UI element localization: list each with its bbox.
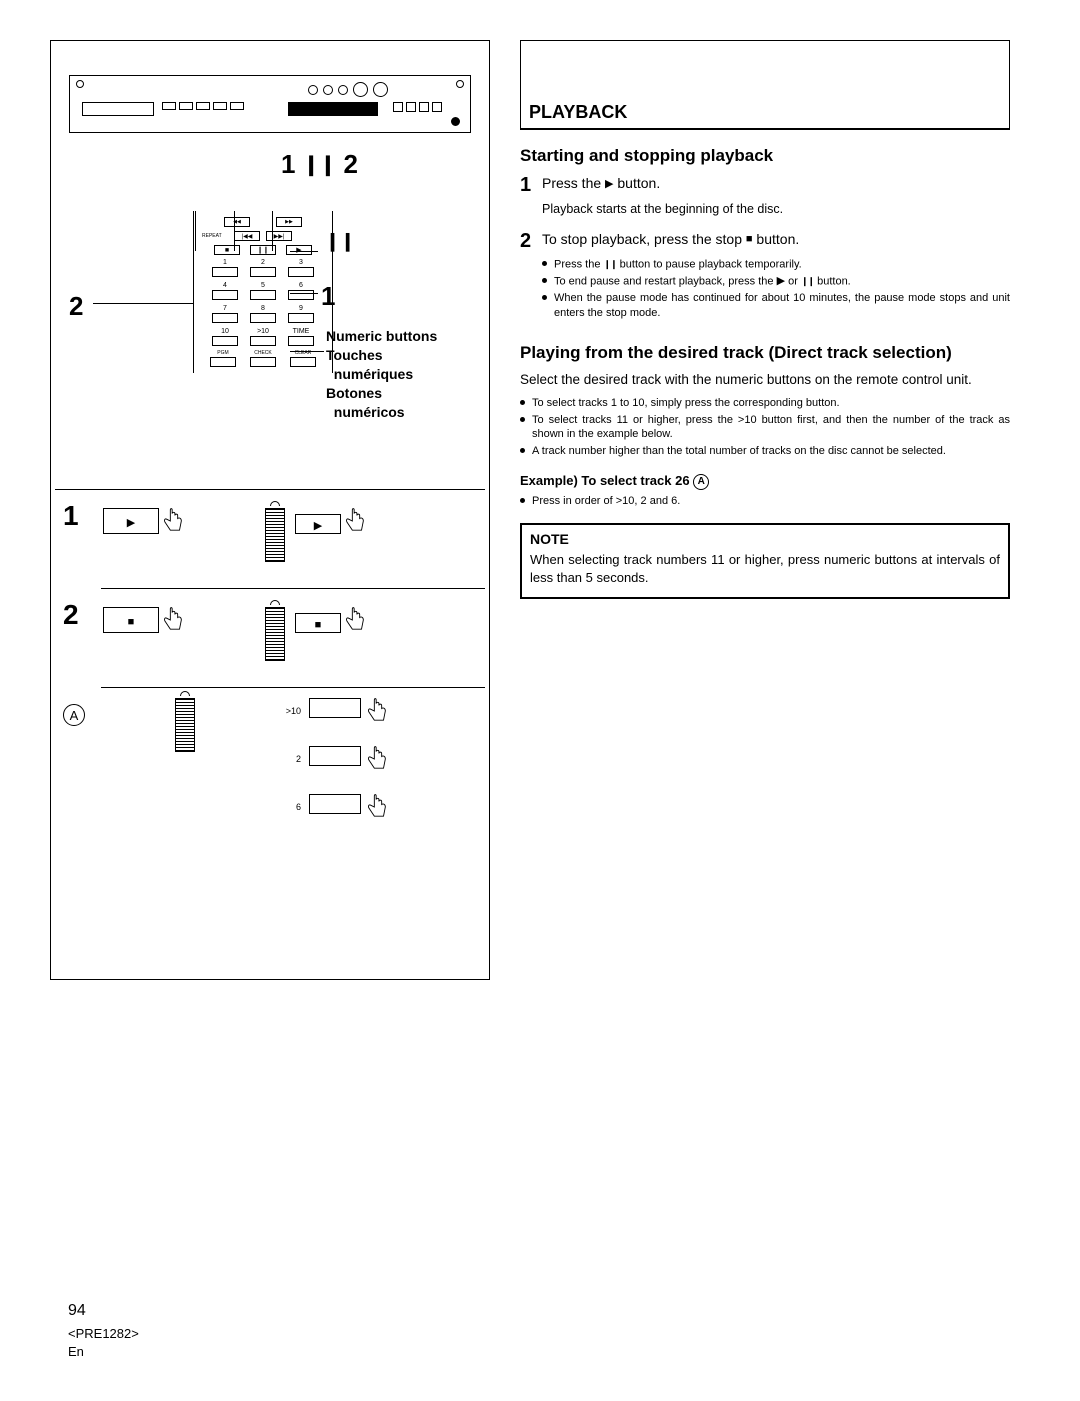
subsection-heading: Starting and stopping playback (520, 146, 1010, 166)
pause-icon: ❙❙ (303, 152, 337, 177)
callout-2: 2 (69, 291, 83, 322)
example-label: Example) To select track 26 A (520, 473, 1010, 490)
step-2-bullets: Press the button to pause playback tempo… (542, 257, 1010, 321)
press-gt10: >10 (277, 698, 389, 724)
page-footer: 94 <PRE1282> En (68, 1300, 139, 1361)
step-a-marker: A (63, 704, 85, 726)
section-header: PLAYBACK (520, 40, 1010, 130)
section2-intro: Select the desired track with the numeri… (520, 371, 1010, 390)
numeric-buttons-label: Numeric buttons Touches numériques Boton… (326, 327, 437, 421)
pause-icon (604, 257, 617, 272)
subsection-heading: Playing from the desired track (Direct t… (520, 343, 1010, 363)
press-2: 2 (277, 746, 389, 772)
note-text: When selecting track numbers 11 or highe… (530, 551, 1000, 587)
page-number: 94 (68, 1300, 139, 1322)
callout-num: 2 (343, 149, 357, 180)
play-icon (777, 274, 785, 289)
press-play-device (103, 508, 185, 534)
step-1: 1 Press the button. (520, 174, 1010, 197)
press-play-remote (265, 508, 367, 562)
remote-mini-icon (175, 698, 195, 752)
doc-code: <PRE1282> (68, 1325, 139, 1343)
play-icon (605, 177, 613, 192)
cd-player-diagram (69, 75, 471, 133)
callout-num: 1 (281, 149, 295, 180)
press-6: 6 (277, 794, 389, 820)
step-2-num: 2 (63, 599, 103, 631)
illustration-box: 1 ❙❙ 2 ◀◀▶▶ REPEAT |◀◀▶▶| ■❙❙▶ (50, 40, 490, 980)
pause-icon (801, 274, 814, 289)
pause-callout-icon: ❙❙ (325, 231, 355, 252)
press-stop-device (103, 607, 185, 633)
step-illustrations: 1 (55, 489, 485, 830)
example-marker: A (693, 474, 709, 490)
press-stop-remote (265, 607, 367, 661)
step-1-num: 1 (63, 500, 103, 532)
note-box: NOTE When selecting track numbers 11 or … (520, 523, 1010, 599)
callout-1: 1 (321, 281, 335, 312)
repeat-label: REPEAT (202, 233, 228, 239)
example-bullets: Press in order of >10, 2 and 6. (520, 494, 1010, 509)
device-callout: 1 ❙❙ 2 (281, 149, 358, 180)
doc-lang: En (68, 1343, 139, 1361)
section2-bullets: To select tracks 1 to 10, simply press t… (520, 396, 1010, 459)
section-title: PLAYBACK (529, 102, 627, 123)
note-title: NOTE (530, 531, 1000, 547)
step-2: 2 To stop playback, press the stop butto… (520, 230, 1010, 253)
stop-icon (746, 232, 753, 247)
step-1-sub: Playback starts at the beginning of the … (542, 201, 1010, 218)
